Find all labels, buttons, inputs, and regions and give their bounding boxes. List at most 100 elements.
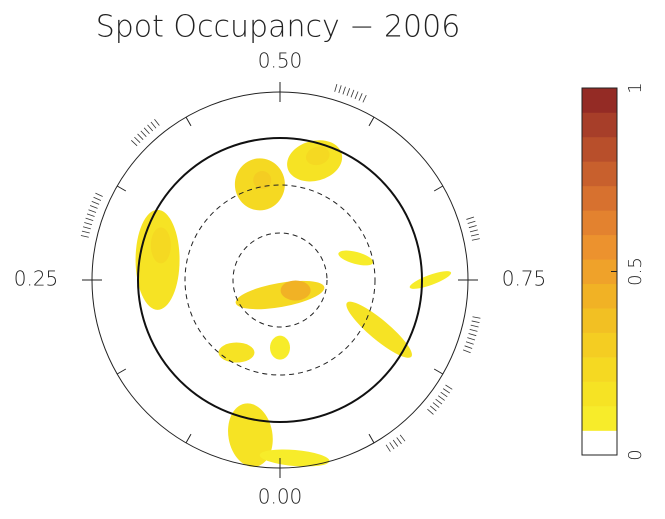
latitude-circle [232, 232, 328, 328]
colorbar-band [582, 283, 617, 309]
spot [259, 449, 330, 467]
observation-mark [389, 442, 395, 450]
observation-mark [346, 88, 351, 96]
spot [409, 271, 452, 289]
observation-mark [362, 94, 367, 103]
colorbar-band [582, 430, 617, 456]
observation-mark [334, 83, 338, 92]
minor-tick [433, 368, 444, 375]
observation-mark [427, 408, 434, 415]
observation-mark [466, 216, 475, 220]
phase-label: 0.75 [502, 267, 547, 291]
observation-mark [469, 229, 478, 233]
observation-mark [88, 209, 97, 213]
spot [228, 403, 273, 467]
observation-mark [471, 320, 480, 324]
spot [346, 301, 412, 358]
colorbar-band [582, 161, 617, 187]
spot [305, 146, 330, 166]
spot [235, 280, 325, 310]
observation-mark [396, 437, 402, 445]
minor-tick [116, 185, 127, 192]
minor-tick [433, 185, 444, 192]
latitude-circle [184, 184, 376, 376]
observation-mark [131, 140, 138, 147]
observation-mark [429, 405, 437, 412]
phase-label: 0.25 [14, 267, 59, 291]
observation-mark [358, 93, 363, 101]
equator-circle [137, 137, 423, 423]
observation-mark [462, 349, 471, 354]
observation-mark [81, 230, 90, 234]
observation-mark [84, 222, 93, 226]
observation-mark [80, 235, 89, 238]
observation-mark [467, 220, 476, 224]
minor-tick [116, 368, 127, 375]
observation-mark [470, 233, 479, 237]
observation-mark [471, 238, 480, 241]
colorbar-tick-label: 0 [625, 449, 646, 460]
minor-tick [368, 433, 375, 444]
colorbar-tick-label: 0.5 [625, 257, 646, 286]
minor-tick [185, 116, 192, 127]
observation-mark [468, 333, 477, 337]
minor-tick [185, 433, 192, 444]
phase-decorations: 0.00 0.25 0.50 0.75 [14, 49, 547, 509]
colorbar-band [582, 332, 617, 358]
colorbar: 00.51 [581, 82, 646, 461]
colorbar-band [582, 136, 617, 162]
observation-mark [338, 85, 342, 94]
observation-mark [350, 89, 355, 98]
spot [270, 335, 290, 360]
spot [280, 280, 311, 301]
minor-tick [368, 116, 375, 127]
colorbar-tick-label: 1 [625, 82, 646, 93]
observation-mark [95, 192, 103, 197]
observation-mark [392, 439, 399, 447]
observation-mark [435, 398, 443, 405]
observation-mark [470, 324, 479, 328]
colorbar-band [582, 210, 617, 236]
observation-mark [472, 316, 481, 319]
observation-mark [154, 118, 160, 126]
phase-label: 0.50 [258, 49, 303, 73]
spot [253, 171, 272, 190]
chart-title: Spot Occupancy − 2006 [96, 10, 461, 45]
colorbar-band [582, 234, 617, 260]
colorbar-band [582, 406, 617, 431]
observation-mark [465, 341, 474, 345]
observation-mark [82, 226, 91, 230]
colorbar-band [582, 185, 617, 211]
observation-mark [432, 402, 440, 408]
observation-mark [134, 136, 141, 144]
observation-mark [354, 91, 359, 100]
observation-mark [147, 124, 154, 132]
observation-mark [91, 200, 100, 205]
observation-mark [140, 130, 147, 137]
observation-mark [137, 133, 144, 140]
observation-mark [442, 388, 451, 394]
observation-mark [399, 434, 406, 442]
spot-layer [135, 140, 452, 467]
observation-mark [85, 217, 94, 221]
observation-mark [469, 328, 478, 332]
observation-mark [464, 345, 473, 349]
colorbar-band [582, 112, 617, 138]
observation-mark [467, 337, 476, 341]
colorbar-band [582, 357, 617, 382]
colorbar-band [582, 88, 617, 113]
observation-mark [89, 205, 98, 209]
observation-mark [440, 391, 448, 398]
observation-mark [143, 127, 150, 135]
colorbar-band [582, 381, 617, 407]
observation-mark [86, 213, 95, 217]
observation-mark [437, 395, 445, 401]
observation-mark [93, 196, 102, 201]
spot [150, 227, 171, 264]
observation-mark [468, 225, 477, 229]
spot [338, 250, 374, 266]
observation-mark [445, 384, 453, 390]
observation-mark [150, 121, 157, 129]
